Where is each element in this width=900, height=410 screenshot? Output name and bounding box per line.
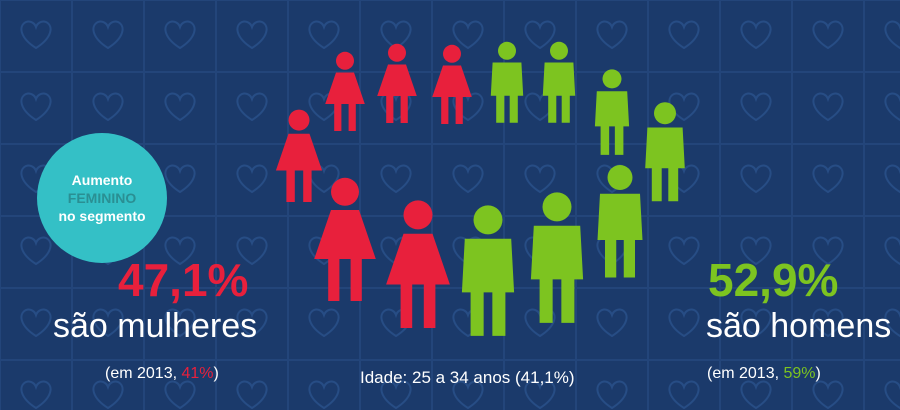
women-percent: 47,1% [118, 254, 249, 306]
female-figure-icon [386, 200, 450, 328]
male-figure-icon [530, 192, 584, 323]
men-2013-note: (em 2013, 59%) [707, 365, 821, 383]
men-percent: 52,9% [708, 254, 839, 306]
male-figure-icon [594, 69, 630, 155]
women-year-suffix: ) [213, 365, 219, 382]
male-figure-icon [645, 102, 685, 202]
female-figure-icon [325, 51, 365, 131]
age-range-label: Idade: 25 a 34 anos (41,1%) [360, 368, 575, 387]
female-figure-icon [377, 43, 417, 123]
badge-line-1: Aumento [71, 172, 133, 188]
male-figure-icon [490, 41, 524, 123]
male-figure-icon [542, 41, 576, 123]
men-year-prefix: (em 2013, [707, 365, 784, 382]
women-year-prefix: (em 2013, [105, 365, 182, 382]
women-2013-note: (em 2013, 41%) [105, 365, 219, 383]
badge-line-2: FEMININO [67, 190, 137, 206]
female-figure-icon [314, 177, 376, 301]
badge-line-3: no segmento [58, 208, 146, 224]
women-caption: são mulheres [53, 307, 258, 345]
men-year-suffix: ) [815, 365, 821, 382]
female-figure-icon [275, 109, 323, 202]
male-figure-icon [461, 205, 515, 336]
male-figure-icon [597, 165, 643, 278]
men-year-value: 59% [783, 365, 816, 382]
men-caption: são homens [706, 307, 892, 345]
feminine-increase-badge: Aumento FEMININO no segmento [37, 133, 167, 263]
women-year-value: 41% [181, 365, 214, 382]
female-figure-icon [432, 44, 472, 124]
